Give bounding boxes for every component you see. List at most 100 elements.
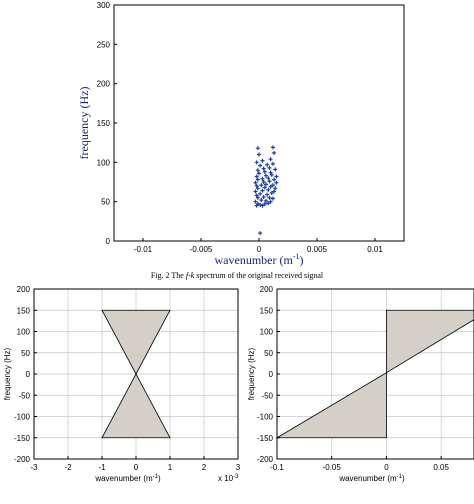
scatter-point [260,176,265,181]
scatter-point [259,198,264,203]
bottom-left-filter-chart: -3 -2 -1 0 1 2 3 -200 -150 -100 -50 0 50 100 150 200 fr… [3,285,241,483]
top-chart-y-tick-label: 50 [101,198,110,207]
scatter-point [267,179,272,184]
scatter-point [257,152,261,157]
bottom-left-chart-x-tick-label: 1 [168,463,173,472]
scatter-point [268,184,273,189]
scatter-point [270,196,275,201]
scatter-point [270,161,275,166]
scatter-point [274,174,279,179]
scatter-point [266,187,271,192]
bottom-left-chart-y-tick-label: -200 [14,455,31,464]
top-chart-x-tick-label: -0.005 [190,245,213,254]
scatter-point [269,172,274,177]
scatter-point [268,170,273,175]
scatter-point [254,193,259,198]
bottom-right-chart-y-tick-label: -200 [257,455,274,464]
scatter-point [266,201,271,206]
scatter-point [270,183,275,188]
bottom-left-chart-x-axis-label: wavenumber (m-1) [94,474,161,483]
top-chart-scatter-series [253,145,279,236]
bottom-left-chart-axes: -3 -2 -1 0 1 2 3 -200 -150 -100 -50 0 50 100 150 200 [14,285,241,472]
bottom-left-chart-y-tick-label: -150 [14,434,31,443]
scatter-point [269,191,274,196]
bottom-left-chart-x-tick-label: 3 [236,463,241,472]
scatter-point [255,195,260,200]
scatter-point [257,171,261,176]
top-chart-y-tick-label: 200 [97,80,111,89]
scatter-point [255,168,260,173]
scatter-point [260,203,265,208]
top-chart-x-axis-label: wavenumber (m-1) [215,252,304,267]
scatter-point [265,192,270,197]
bottom-right-chart-y-tick-label: 100 [260,328,274,337]
scatter-point [262,202,267,207]
top-chart-y-tick-label: 250 [97,40,111,49]
scatter-point [263,173,268,178]
scatter-point [255,202,260,207]
top-chart-y-tick-label: 150 [97,119,111,128]
bottom-left-chart-x-tick-label: -1 [98,463,106,472]
figure-caption: Fig. 2 The f-k spectrum of the original … [151,271,324,280]
scatter-point [270,145,275,150]
bottom-left-chart-y-tick-label: 0 [26,370,31,379]
bottom-right-chart-x-tick-label: 0.05 [433,463,449,472]
scatter-point [262,185,267,190]
bottom-right-chart-y-tick-label: -100 [257,413,274,422]
scatter-point [268,199,273,204]
scatter-point [253,189,258,194]
bottom-left-chart-x-multiplier: x 10-3 [218,474,239,483]
bottom-right-chart-x-tick-label: 0 [384,463,389,472]
bottom-left-chart-pass-region [101,309,171,439]
bottom-left-chart-y-tick-label: 50 [21,349,30,358]
bottom-left-chart-upper-region [101,309,171,375]
scatter-point [259,183,264,188]
top-chart-plot-frame [113,4,405,242]
top-chart-y-tick-label: 300 [97,1,111,10]
scatter-point [273,186,278,191]
scatter-point [268,157,273,162]
scatter-point [263,182,268,187]
bottom-right-chart-x-tick-label: -0.1 [270,463,284,472]
bottom-right-chart-y-tick-label: -50 [261,391,273,400]
scatter-point [260,158,265,163]
bottom-left-chart-y-tick-label: -100 [14,413,31,422]
bottom-right-chart-y-tick-label: 50 [264,349,273,358]
scatter-point [255,177,260,182]
bottom-right-chart-x-tick-label: -0.05 [323,463,342,472]
scatter-point [261,194,266,199]
bottom-left-chart-x-tick-label: 0 [134,463,139,472]
top-chart-x-tick-label: 0 [257,245,262,254]
scatter-point [254,183,259,188]
scatter-point [253,180,258,185]
scatter-point [260,188,265,193]
bottom-left-chart-y-tick-label: 150 [17,306,31,315]
scatter-point [262,169,267,174]
bottom-right-chart-pass-region [275,309,474,439]
scatter-point [258,231,263,236]
top-fk-spectrum-chart: -0.01 -0.005 0 0.005 0.01050100150200250300 … [77,1,405,267]
bottom-left-chart-y-tick-label: 200 [17,285,31,294]
scatter-point [255,146,260,151]
scatter-point [253,199,258,204]
bottom-left-chart-y-tick-label: -50 [18,391,30,400]
bottom-left-chart-x-tick-label: -3 [30,463,38,472]
bottom-left-chart-x-tick-label: 2 [202,463,207,472]
bottom-right-chart-y-tick-label: 0 [269,370,274,379]
top-chart-x-tick-label: -0.01 [134,245,153,254]
scatter-point [272,177,277,182]
scatter-point [254,174,259,179]
bottom-right-chart-lower-region [275,372,387,439]
bottom-right-chart-y-tick-label: 150 [260,306,274,315]
top-chart-axes: -0.01 -0.005 0 0.005 0.01 0 50 100 150 200 250 300 [97,1,384,254]
scatter-point [274,180,279,185]
scatter-point [267,165,272,170]
bottom-right-chart-y-axis-label: frequency (Hz) [247,347,256,400]
top-chart-x-tick-label: 0.01 [367,245,383,254]
scatter-point [258,191,263,196]
top-chart-y-tick-label: 0 [106,237,111,246]
scatter-point [255,186,260,191]
bottom-left-chart-lower-region [101,373,171,439]
bottom-left-chart-y-tick-label: 100 [17,328,31,337]
